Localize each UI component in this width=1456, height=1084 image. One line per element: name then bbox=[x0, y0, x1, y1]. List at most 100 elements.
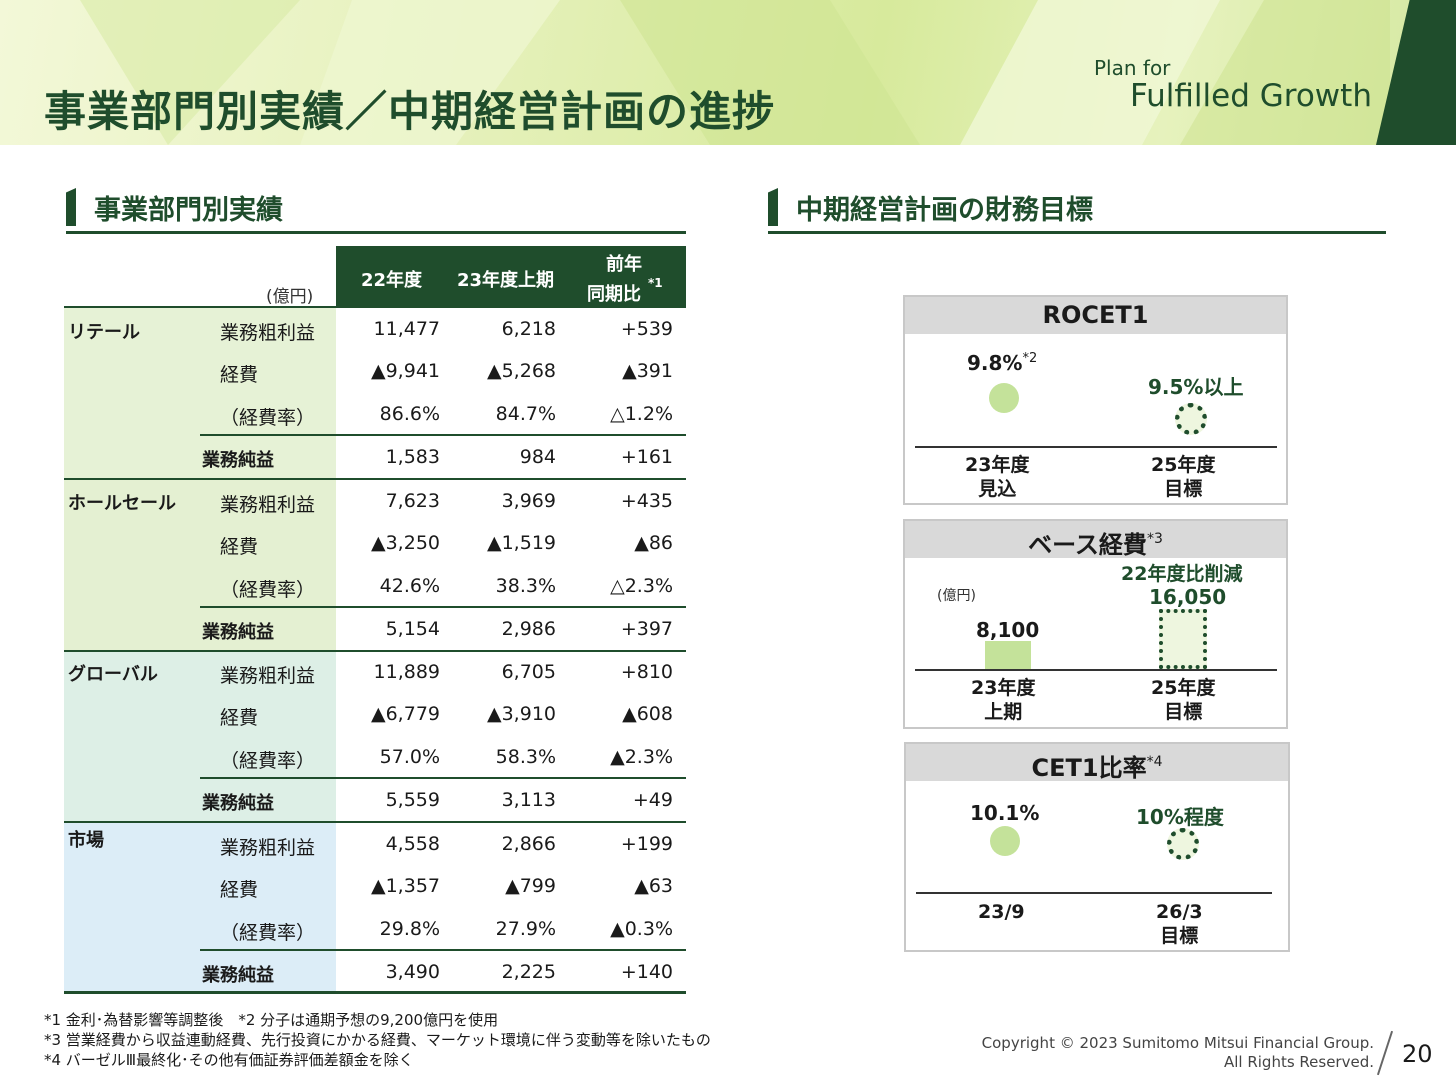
row-label: 経費 bbox=[220, 536, 259, 558]
row-label: 業務粗利益 bbox=[220, 322, 316, 344]
page-number: 20 bbox=[1402, 1040, 1433, 1068]
cell-fy22: 29.8% bbox=[379, 918, 440, 940]
cet1-title-note: *4 bbox=[1146, 754, 1163, 770]
cell-yoy: +140 bbox=[620, 961, 673, 983]
brand-tagline-main: Fulfilled Growth bbox=[1130, 78, 1372, 114]
cet1-card-title: CET1比率*4 bbox=[906, 744, 1288, 782]
table-row: 業務純益 1,583 984 +161 bbox=[200, 436, 686, 479]
cell-yoy: +397 bbox=[620, 618, 673, 640]
table-row: （経費率） 57.0% 58.3% ▲2.3% bbox=[200, 736, 686, 779]
row-label: 経費 bbox=[220, 364, 259, 386]
row-rule bbox=[200, 949, 686, 951]
cell-fy22: ▲6,779 bbox=[370, 703, 440, 725]
base-cost-target-value: 16,050 bbox=[1149, 585, 1227, 609]
cell-yoy: +539 bbox=[620, 318, 673, 340]
row-label: 業務粗利益 bbox=[220, 837, 316, 859]
roce-actual-note: *2 bbox=[1022, 351, 1038, 366]
cet1-target-card: CET1比率*4 10.1% 10%程度 23/9 26/3 目標 bbox=[904, 742, 1290, 952]
page-divider bbox=[1376, 1030, 1394, 1076]
column-header-fy23h1: 23年度上期 bbox=[457, 270, 555, 291]
table-row: 業務粗利益 7,623 3,969 +435 bbox=[200, 480, 686, 523]
roce-target-card: ROCET1 9.8%*2 9.5%以上 23年度 見込 25年度 目標 bbox=[903, 295, 1288, 505]
cet1-baseline bbox=[916, 892, 1272, 894]
column-header-yoy-line2: 同期比 bbox=[587, 284, 641, 305]
row-label: （経費率） bbox=[220, 407, 316, 429]
cell-fy23h1: ▲1,519 bbox=[486, 532, 556, 554]
base-cost-target-label: 22年度比削減 bbox=[1121, 563, 1243, 585]
segment-results-table: (億円) 22年度 23年度上期 前年 同期比 *1 リテール 業務粗利益 11… bbox=[64, 246, 686, 994]
column-header-fy22: 22年度 bbox=[361, 270, 423, 291]
segment-label-global: グローバル bbox=[68, 664, 158, 685]
base-cost-card-title: ベース経費*3 bbox=[905, 521, 1286, 559]
roce-x-label-right: 25年度 目標 bbox=[1151, 453, 1215, 501]
footnotes: *1 金利･為替影響等調整後 *2 分子は通期予想の9,200億円を使用 *3 … bbox=[44, 1010, 711, 1070]
wholesale-segment-bg bbox=[64, 480, 336, 650]
cell-fy22: 11,477 bbox=[373, 318, 440, 340]
roce-actual-text: 9.8% bbox=[967, 351, 1023, 375]
cet1-x-label-right: 26/3 目標 bbox=[1156, 900, 1203, 948]
table-row: 業務純益 5,154 2,986 +397 bbox=[200, 608, 686, 651]
table-row: 業務粗利益 11,477 6,218 +539 bbox=[200, 308, 686, 351]
segment-label-wholesale: ホールセール bbox=[68, 493, 176, 514]
row-label: （経費率） bbox=[220, 922, 316, 944]
market-segment-bg bbox=[64, 823, 336, 993]
footnote: *4 バーゼルⅢ最終化･その他有価証券評価差額金を除く bbox=[44, 1051, 414, 1069]
base-cost-actual-value: 8,100 bbox=[976, 618, 1040, 642]
table-row: 経費 ▲3,250 ▲1,519 ▲86 bbox=[200, 522, 686, 565]
column-header-yoy-note: *1 bbox=[648, 276, 663, 290]
base-cost-x-label-left: 23年度 上期 bbox=[971, 676, 1035, 724]
cell-yoy: ▲63 bbox=[634, 875, 673, 897]
target-dotted-circle-icon bbox=[1167, 828, 1199, 860]
cell-yoy: +810 bbox=[620, 661, 673, 683]
table-row: 業務粗利益 4,558 2,866 +199 bbox=[200, 823, 686, 866]
cell-fy22: 86.6% bbox=[379, 403, 440, 425]
x-label-line: 23/9 bbox=[978, 901, 1025, 923]
row-label: 業務粗利益 bbox=[220, 494, 316, 516]
base-cost-title-note: *3 bbox=[1146, 531, 1163, 547]
table-header: 22年度 23年度上期 前年 同期比 *1 bbox=[336, 246, 686, 308]
roce-target-value: 9.5%以上 bbox=[1148, 375, 1244, 399]
right-section-heading: 中期経営計画の財務目標 bbox=[768, 186, 1386, 234]
cell-fy23h1: 2,866 bbox=[501, 833, 556, 855]
cell-fy22: 11,889 bbox=[373, 661, 440, 683]
table-row: 経費 ▲9,941 ▲5,268 ▲391 bbox=[200, 350, 686, 393]
cet1-title-text: CET1比率 bbox=[1031, 754, 1147, 782]
roce-title-text: ROCET1 bbox=[1042, 301, 1149, 329]
cell-fy22: 5,154 bbox=[385, 618, 440, 640]
base-cost-target-card: ベース経費*3 (億円) 22年度比削減 16,050 8,100 23年度 上期… bbox=[903, 519, 1288, 729]
cell-fy22: ▲3,250 bbox=[370, 532, 440, 554]
table-row: （経費率） 29.8% 27.9% ▲0.3% bbox=[200, 908, 686, 951]
target-dotted-circle-icon bbox=[1175, 403, 1207, 435]
x-label-line: 23年度 bbox=[971, 677, 1036, 699]
segment-label-retail: リテール bbox=[68, 322, 140, 343]
actual-dot-icon bbox=[990, 826, 1020, 856]
x-label-line: 23年度 bbox=[965, 454, 1030, 476]
row-label: 経費 bbox=[220, 707, 259, 729]
roce-x-label-left: 23年度 見込 bbox=[965, 453, 1029, 501]
cell-fy22: 4,558 bbox=[385, 833, 440, 855]
copyright-line: All Rights Reserved. bbox=[1223, 1053, 1374, 1071]
row-rule bbox=[200, 606, 686, 608]
actual-bar bbox=[985, 641, 1031, 669]
table-bottom-rule bbox=[64, 991, 686, 994]
cell-fy23h1: 984 bbox=[519, 446, 556, 468]
column-header-yoy-line1: 前年 bbox=[606, 254, 642, 275]
cell-fy23h1: 27.9% bbox=[495, 918, 556, 940]
cell-fy23h1: 6,705 bbox=[501, 661, 556, 683]
cell-fy23h1: 2,986 bbox=[501, 618, 556, 640]
row-rule bbox=[200, 434, 686, 436]
cell-fy22: 7,623 bbox=[385, 490, 440, 512]
x-label-line: 25年度 bbox=[1151, 677, 1216, 699]
cell-yoy: ▲391 bbox=[622, 360, 673, 382]
row-label: （経費率） bbox=[220, 579, 316, 601]
base-cost-baseline bbox=[915, 669, 1277, 671]
row-label: 業務純益 bbox=[202, 965, 274, 986]
cell-yoy: △2.3% bbox=[610, 575, 673, 597]
segment-rule bbox=[64, 650, 686, 652]
x-label-line: 26/3 bbox=[1156, 901, 1203, 923]
copyright-line: Copyright © 2023 Sumitomo Mitsui Financi… bbox=[981, 1034, 1374, 1052]
segment-rule bbox=[64, 478, 686, 480]
header-banner: 事業部門別実績／中期経営計画の進捗 Plan for Fulfilled Gro… bbox=[0, 0, 1456, 145]
row-label: （経費率） bbox=[220, 750, 316, 772]
heading-accent-bar bbox=[768, 188, 778, 226]
